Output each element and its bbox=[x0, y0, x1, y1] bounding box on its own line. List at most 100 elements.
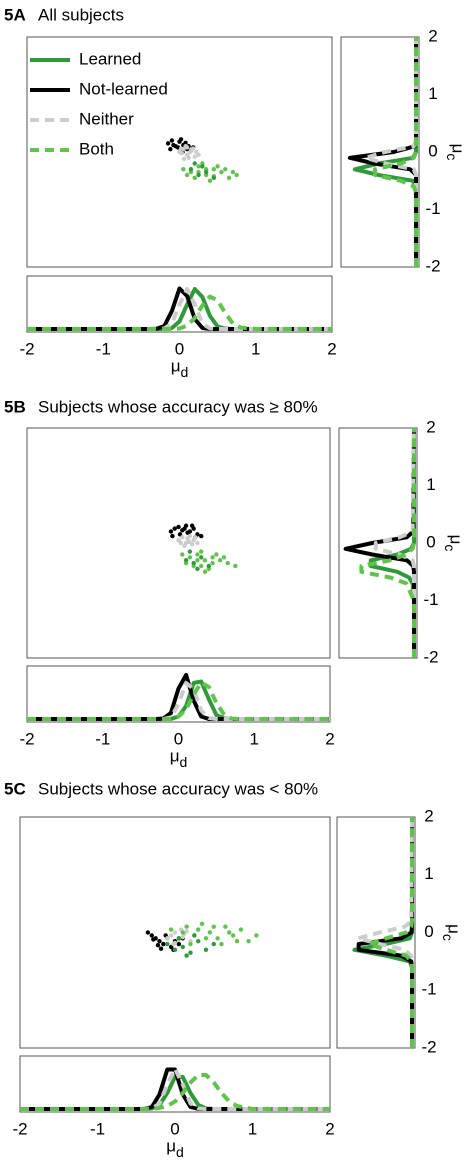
y-axis-label: μc bbox=[440, 924, 463, 941]
density-line bbox=[359, 428, 416, 658]
x-tick-label: -1 bbox=[95, 729, 110, 748]
sample-point bbox=[211, 941, 216, 947]
sample-point bbox=[199, 555, 204, 560]
sample-point bbox=[215, 936, 220, 941]
chart-title: Subjects whose accuracy was ≥ 80% bbox=[38, 397, 318, 416]
x-tick-label: -1 bbox=[90, 1119, 105, 1138]
density-line bbox=[20, 1073, 330, 1111]
sample-point bbox=[202, 558, 208, 563]
sample-point bbox=[215, 164, 220, 169]
plot-frame bbox=[19, 816, 331, 1049]
sample-point bbox=[207, 178, 213, 183]
sample-point bbox=[195, 558, 200, 563]
x-tick-label: 2 bbox=[327, 339, 336, 358]
sample-point bbox=[178, 540, 183, 546]
x-axis-label: μd bbox=[171, 356, 189, 379]
sample-point bbox=[157, 938, 162, 944]
sample-point bbox=[188, 941, 193, 947]
sample-point bbox=[172, 947, 178, 953]
sample-point bbox=[181, 156, 187, 162]
sample-point bbox=[211, 924, 216, 929]
sample-point bbox=[185, 536, 190, 541]
sample-point bbox=[158, 946, 164, 951]
sample-point bbox=[234, 938, 240, 944]
plot-frame bbox=[26, 665, 331, 723]
density-line bbox=[373, 427, 416, 658]
legend-label: Neither bbox=[79, 109, 134, 128]
sample-point bbox=[168, 927, 174, 932]
y-axis-label: μc bbox=[444, 144, 467, 161]
density-line bbox=[373, 37, 418, 267]
sample-point bbox=[200, 164, 205, 169]
density-line bbox=[363, 37, 418, 267]
sample-point bbox=[165, 141, 171, 146]
sample-point bbox=[219, 941, 224, 947]
sample-point bbox=[199, 563, 204, 569]
x-tick-label: -2 bbox=[12, 1119, 27, 1138]
sample-point bbox=[184, 145, 190, 150]
x-tick-label: 1 bbox=[251, 339, 260, 358]
sample-point bbox=[199, 533, 204, 539]
y-tick-label: 1 bbox=[424, 864, 433, 883]
sample-point bbox=[171, 941, 176, 947]
panel-label: 5B bbox=[4, 397, 26, 416]
sample-point bbox=[238, 927, 244, 932]
density-line bbox=[27, 673, 330, 721]
sample-point bbox=[161, 941, 166, 947]
density-line bbox=[27, 294, 332, 331]
y-tick-label: -1 bbox=[423, 590, 438, 609]
sample-point bbox=[187, 555, 193, 560]
x-tick-label: 2 bbox=[325, 1119, 334, 1138]
sample-point bbox=[168, 146, 173, 152]
x-tick-label: 2 bbox=[325, 729, 334, 748]
sample-point bbox=[223, 924, 228, 929]
sample-point bbox=[196, 927, 201, 932]
sample-point bbox=[230, 169, 236, 175]
legend-label: Learned bbox=[79, 49, 141, 68]
x-axis-label: μd bbox=[170, 746, 188, 769]
plot-frame bbox=[336, 816, 416, 1049]
sample-point bbox=[192, 933, 197, 938]
panel-label: 5A bbox=[4, 5, 26, 24]
sample-point bbox=[194, 149, 199, 155]
sample-point bbox=[180, 934, 185, 940]
density-line bbox=[20, 1067, 330, 1111]
plot-frame bbox=[26, 36, 333, 268]
plot-frame bbox=[26, 427, 331, 659]
sample-point bbox=[186, 539, 192, 545]
sample-point bbox=[211, 167, 217, 172]
x-tick-label: 1 bbox=[248, 1119, 257, 1138]
sample-point bbox=[195, 540, 200, 546]
sample-point bbox=[181, 167, 186, 172]
plot-frame bbox=[26, 275, 333, 333]
y-tick-label: -1 bbox=[425, 199, 440, 218]
sample-point bbox=[176, 936, 182, 941]
density-line bbox=[27, 287, 332, 331]
x-tick-label: 0 bbox=[170, 1119, 179, 1138]
y-tick-label: -2 bbox=[421, 1037, 436, 1056]
sample-point bbox=[176, 524, 181, 530]
sample-point bbox=[182, 543, 187, 549]
sample-point bbox=[225, 560, 230, 566]
sample-point bbox=[168, 933, 174, 938]
y-tick-label: -1 bbox=[421, 980, 436, 999]
sample-point bbox=[246, 938, 251, 944]
sample-point bbox=[203, 936, 209, 941]
sample-point bbox=[184, 953, 189, 958]
sample-point bbox=[189, 541, 195, 547]
x-tick-label: -2 bbox=[19, 339, 34, 358]
plot-frame bbox=[338, 427, 418, 659]
sample-point bbox=[192, 161, 197, 166]
chart-title: All subjects bbox=[38, 5, 124, 24]
density-line bbox=[366, 817, 414, 1048]
sample-point bbox=[203, 169, 209, 175]
y-tick-label: 2 bbox=[426, 417, 435, 436]
sample-point bbox=[210, 555, 215, 560]
sample-point bbox=[226, 175, 232, 181]
sample-point bbox=[172, 526, 177, 531]
sample-point bbox=[203, 947, 209, 953]
sample-point bbox=[184, 924, 189, 929]
sample-point bbox=[211, 175, 217, 181]
legend-label: Both bbox=[79, 139, 114, 158]
